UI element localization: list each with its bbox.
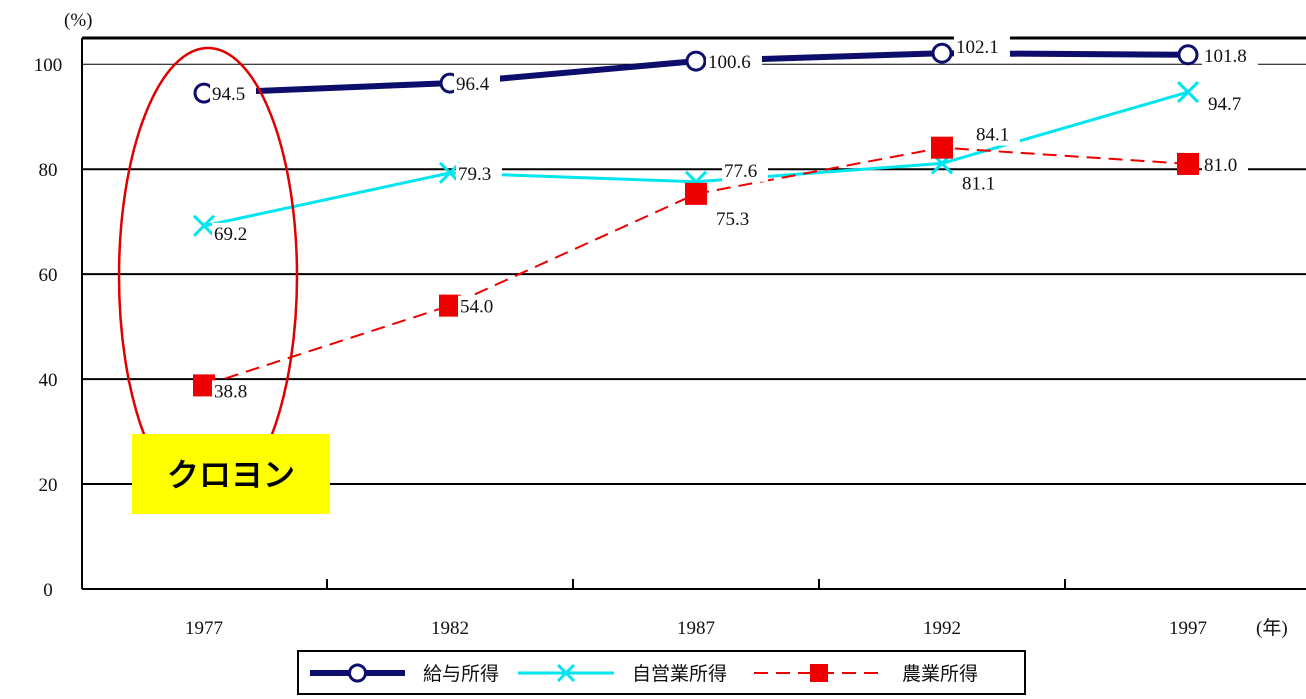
data-label-bg — [212, 222, 258, 245]
y-tick-labels: 0 20 40 60 80 100 — [34, 55, 63, 601]
data-label-bg — [974, 123, 1020, 146]
y-unit-label: (%) — [64, 10, 92, 31]
axes — [81, 36, 1306, 590]
data-label-s1-1987: 100.6 — [708, 52, 751, 73]
x-stroke — [192, 214, 216, 237]
data-label-s1-1977: 94.5 — [212, 84, 245, 105]
data-labels: 94.5 96.4 100.6 102.1 101.8 69.2 79.3 77.6 81.1 9… — [210, 36, 1258, 403]
marker-s3-1997 — [1177, 152, 1199, 175]
data-label-s2-1987: 77.6 — [724, 161, 757, 182]
legend: 給与所得 自営業所得 農業所得 — [297, 650, 1026, 695]
marker-s1-1997 — [1177, 44, 1199, 66]
annotation-label: クロヨン — [167, 456, 295, 494]
annotation-box — [132, 434, 330, 514]
marker-s3-1992 — [931, 136, 953, 159]
series-line-2 — [203, 90, 1189, 228]
data-label-bg — [458, 295, 504, 318]
data-label-s1-1992: 102.1 — [956, 37, 999, 58]
marker-s3-1982 — [439, 294, 461, 317]
x-tick-1982: 1982 — [431, 618, 469, 639]
series-lines — [203, 50, 1189, 387]
data-label-bg — [454, 73, 500, 96]
x-stroke — [1176, 80, 1200, 104]
data-label-s2-1977: 69.2 — [214, 224, 247, 245]
data-label-bg — [722, 159, 768, 182]
data-label-bg — [456, 162, 502, 185]
data-label-bg — [1202, 153, 1248, 176]
legend-label-3: 農業所得 — [902, 663, 978, 685]
marker-s3-1987 — [685, 182, 707, 205]
series-markers — [192, 42, 1200, 397]
data-label-s3-1977: 38.8 — [214, 381, 247, 402]
data-label-s2-1982: 79.3 — [458, 164, 491, 185]
data-label-bg — [960, 172, 1006, 195]
data-label-bg — [1206, 93, 1252, 116]
legend-marker-1 — [348, 663, 367, 683]
data-label-s3-1992: 84.1 — [976, 125, 1009, 146]
data-label-bg — [714, 207, 760, 230]
legend-marker-2 — [556, 663, 576, 683]
marker-s2-1997 — [1176, 80, 1200, 104]
y-tick-0: 0 — [43, 580, 53, 601]
data-label-bg — [212, 380, 258, 403]
data-label-s2-1997: 94.7 — [1208, 94, 1241, 115]
x-tick-labels: 1977 1982 1987 1992 1997 — [185, 618, 1207, 639]
x-tick-1987: 1987 — [677, 618, 715, 639]
data-label-s3-1982: 54.0 — [460, 297, 493, 318]
y-tick-60: 60 — [39, 265, 58, 286]
data-label-s1-1982: 96.4 — [456, 74, 490, 95]
data-label-s2-1992: 81.1 — [962, 173, 995, 194]
x-tick-1977: 1977 — [185, 618, 223, 639]
data-label-s3-1997: 81.0 — [1204, 155, 1237, 176]
data-label-s3-1987: 75.3 — [716, 209, 749, 230]
marker-s2-1977 — [192, 214, 216, 237]
x-unit-label: (年) — [1256, 617, 1288, 639]
data-label-bg — [1202, 44, 1258, 67]
data-label-bg — [210, 83, 256, 106]
annotation: クロヨン — [117, 46, 330, 514]
data-label-bg — [954, 36, 1010, 59]
legend-label-1: 給与所得 — [423, 663, 499, 685]
y-tick-40: 40 — [39, 370, 58, 391]
legend-box — [297, 650, 1026, 695]
data-label-bg — [706, 51, 762, 74]
y-tick-100: 100 — [34, 55, 63, 76]
y-tick-20: 20 — [39, 475, 58, 496]
gridlines — [82, 63, 1306, 486]
marker-s3-1977 — [193, 374, 215, 397]
x-tick-1997: 1997 — [1169, 618, 1207, 639]
legend-label-2: 自営業所得 — [632, 663, 727, 685]
x-stroke — [556, 663, 576, 683]
legend-marker-3 — [810, 664, 828, 682]
marker-s1-1992 — [931, 42, 953, 64]
marker-s1-1987 — [685, 50, 707, 72]
y-tick-80: 80 — [39, 160, 58, 181]
data-label-s1-1997: 101.8 — [1204, 46, 1247, 67]
x-tick-1992: 1992 — [923, 618, 961, 639]
